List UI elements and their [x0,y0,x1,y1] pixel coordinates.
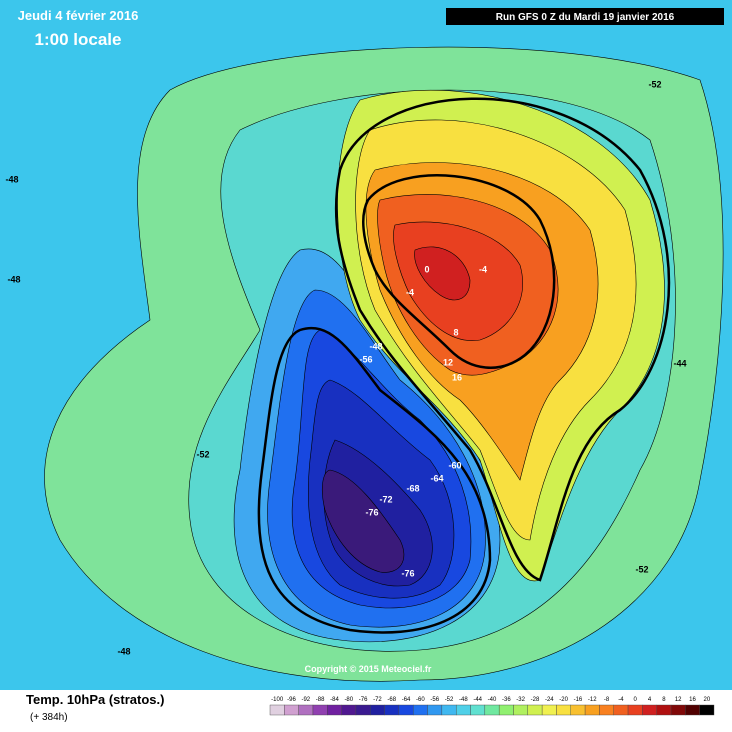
scale-label: -48 [459,697,468,703]
scale-label: 20 [703,697,710,703]
contour-label: 0 [424,264,429,274]
color-swatch [355,704,371,716]
color-swatch [455,704,471,716]
contour-label: -68 [406,483,419,493]
color-scale: -100 -96 -92 -88 -84 -80 -76 -72 -68 -64 -60 -56 -52… [269,697,715,716]
scale-label: -40 [488,697,497,703]
scale-label: 0 [634,697,638,703]
scale-label: -88 [316,697,325,703]
color-swatch [541,704,557,716]
contour-label: -48 [117,646,130,656]
color-swatch [627,704,643,716]
contour-label: 16 [452,372,462,382]
color-swatch [384,704,400,716]
scale-label: -12 [588,697,597,703]
scale-label: -32 [516,697,525,703]
color-swatch [642,704,657,716]
color-swatch [513,704,529,716]
color-swatch [556,704,571,716]
scale-label: 4 [648,697,652,703]
color-swatch [470,704,486,716]
scale-label: -28 [531,697,540,703]
scale-label: -96 [287,697,296,703]
contour-label: -44 [673,358,686,368]
contour-label: -48 [369,341,382,351]
color-swatch [427,704,443,716]
footer-title: Temp. 10hPa (stratos.) [26,692,164,707]
lead-time: (+ 384h) [30,712,68,723]
contour-label: -48 [5,174,18,184]
scale-label: -52 [445,697,454,703]
color-swatch [484,704,500,716]
color-swatch [670,704,686,716]
color-swatch [685,704,700,716]
scale-label: -20 [559,697,568,703]
scale-label: -60 [416,697,425,703]
color-swatch [269,704,285,716]
copyright: Copyright © 2015 Meteociel.fr [305,664,432,674]
scale-label: -80 [344,697,353,703]
contour-label: -60 [448,460,461,470]
contour-outlines [257,97,671,634]
color-swatch [312,704,328,716]
contour-label: -4 [406,287,414,297]
contour-label: -64 [430,473,443,483]
contour-label: -4 [479,264,487,274]
contour-label: -56 [359,354,372,364]
scale-label: -8 [604,697,610,703]
run-box [446,8,724,25]
color-swatch [370,704,385,716]
color-swatch [284,704,299,716]
color-swatch [298,704,314,716]
contour-label: -52 [196,449,209,459]
contour-label: 12 [443,357,453,367]
contour-label: -48 [7,274,20,284]
color-swatch [570,704,586,716]
contour-label: -76 [365,507,378,517]
contour-label: -52 [635,564,648,574]
scale-label: -92 [301,697,310,703]
color-swatch [599,704,614,716]
contour-label: 8 [453,327,458,337]
scale-label: -56 [430,697,439,703]
scale-label: -16 [574,697,583,703]
color-swatch [584,704,600,716]
contour-labels: -52 -48 -48 -52 -56 -48 -60 -64 -68 -72 … [5,79,686,656]
color-swatch [656,704,672,716]
color-swatch [413,704,428,716]
color-swatch [613,704,629,716]
contour-label: -52 [648,79,661,89]
scale-label: -44 [473,697,482,703]
contour-label: -72 [379,494,392,504]
color-swatch [327,704,342,716]
scale-label: -36 [502,697,511,703]
scale-label: -68 [387,697,396,703]
scale-label: -72 [373,697,382,703]
scale-label: -84 [330,697,339,703]
color-swatch [441,704,457,716]
color-swatch [699,704,715,716]
scale-label: -100 [271,697,284,703]
color-swatch [498,704,514,716]
scale-label: 12 [675,697,682,703]
color-swatch [527,704,543,716]
scale-label: 8 [662,697,666,703]
time: 1:00 locale [35,30,122,49]
scale-label: -64 [402,697,411,703]
contour-label: -76 [401,568,414,578]
scale-label: -24 [545,697,554,703]
temperature-field [44,46,724,682]
color-swatch [341,704,357,716]
scale-label: 16 [689,697,696,703]
run: Run GFS 0 Z du Mardi 19 janvier 2016 [496,12,675,23]
date: Jeudi 4 février 2016 [18,8,139,23]
scale-label: -4 [618,697,624,703]
scale-label: -76 [359,697,368,703]
color-swatch [398,704,414,716]
